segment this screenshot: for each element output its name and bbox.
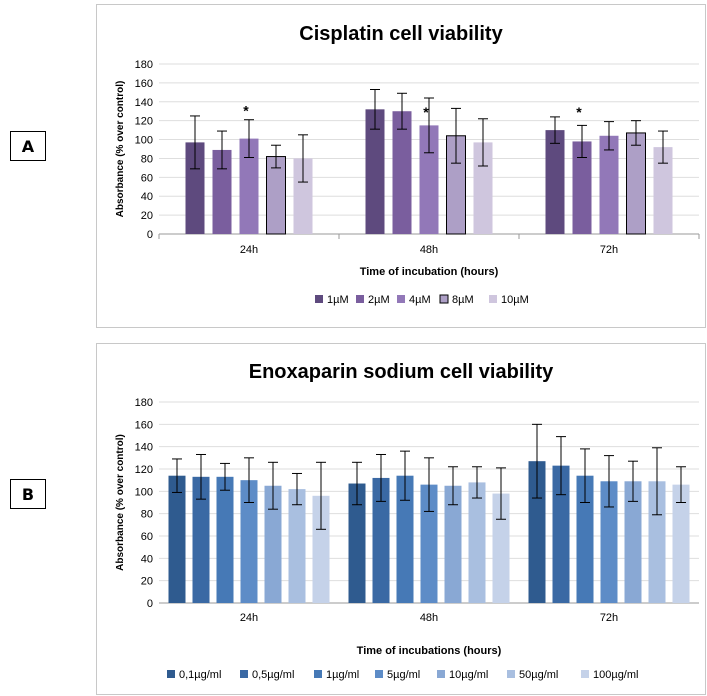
y-tick-label: 100: [135, 486, 153, 498]
x-tick-label: 48h: [420, 612, 438, 624]
bar: [545, 130, 565, 234]
y-tick-label: 160: [135, 419, 153, 431]
y-tick-label: 120: [135, 116, 153, 128]
y-tick-label: 140: [135, 97, 153, 109]
significance-asterisk: *: [423, 104, 429, 120]
significance-asterisk: *: [576, 104, 582, 120]
bar: [239, 138, 259, 234]
bar: [648, 481, 666, 603]
chart-title: Enoxaparin sodium cell viability: [249, 361, 554, 383]
panel-label-a: A: [10, 131, 46, 161]
y-tick-label: 20: [141, 210, 153, 222]
y-tick-label: 80: [141, 153, 153, 165]
bar: [672, 484, 690, 603]
bar: [392, 111, 412, 234]
cisplatin-chart: Cisplatin cell viability 0 20 40 60 80 100 120 1…: [96, 4, 706, 328]
legend-swatch: [439, 294, 449, 304]
legend-label: 10µg/ml: [449, 669, 488, 681]
legend-label: 50µg/ml: [519, 669, 558, 681]
legend-label: 4µM: [409, 294, 431, 306]
x-tick-label: 48h: [420, 244, 438, 256]
legend-swatch: [240, 670, 248, 678]
legend-label: 100µg/ml: [593, 669, 638, 681]
bar: [365, 109, 385, 234]
bar: [212, 149, 232, 234]
legend-label: 8µM: [452, 294, 474, 306]
legend-label: 0,5µg/ml: [252, 669, 294, 681]
bar: [312, 495, 330, 603]
legend-label: 0,1µg/ml: [179, 669, 221, 681]
legend-swatch: [507, 670, 515, 678]
y-tick-label: 180: [135, 59, 153, 71]
x-tick-label: 24h: [240, 244, 258, 256]
y-tick-label: 60: [141, 531, 153, 543]
bar: [420, 484, 438, 603]
bar: [396, 475, 414, 603]
x-tick-label: 72h: [600, 244, 618, 256]
legend-label: 1µg/ml: [326, 669, 359, 681]
bar: [599, 135, 619, 234]
x-axis-label: Time of incubation (hours): [360, 266, 499, 278]
y-tick-label: 60: [141, 172, 153, 184]
legend-swatch: [356, 295, 364, 303]
bar: [185, 142, 205, 234]
x-tick-label: 72h: [600, 612, 618, 624]
bar: [653, 147, 673, 234]
y-tick-label: 120: [135, 464, 153, 476]
bar: [288, 489, 306, 603]
legend-swatch: [167, 670, 175, 678]
bar: [168, 475, 186, 603]
y-tick-label: 0: [147, 598, 153, 610]
y-axis-label: Absorbance (% over control): [115, 434, 126, 571]
significance-asterisk: *: [243, 102, 249, 118]
legend-label: 2µM: [368, 294, 390, 306]
y-tick-label: 140: [135, 442, 153, 454]
bar: [216, 476, 234, 603]
y-tick-label: 40: [141, 553, 153, 565]
y-tick-label: 0: [147, 229, 153, 241]
y-tick-label: 20: [141, 576, 153, 588]
x-axis-label: Time of incubations (hours): [357, 645, 502, 657]
y-tick-label: 80: [141, 509, 153, 521]
y-axis-label: Absorbance (% over control): [115, 81, 126, 218]
legend-swatch: [397, 295, 405, 303]
enoxaparin-chart-svg: Enoxaparin sodium cell viability 0 20 40 60 8…: [115, 361, 699, 681]
bar: [372, 477, 390, 603]
legend-label: 10µM: [501, 294, 529, 306]
cisplatin-chart-svg: Cisplatin cell viability 0 20 40 60 80 100 120 1…: [115, 23, 700, 306]
panel-label-b: B: [10, 479, 46, 509]
bar: [576, 475, 594, 603]
legend-swatch: [437, 670, 445, 678]
bar: [572, 141, 592, 234]
bar: [626, 132, 646, 235]
x-tick-label: 24h: [240, 612, 258, 624]
bar: [192, 476, 210, 603]
legend-swatch: [315, 295, 323, 303]
y-tick-label: 40: [141, 191, 153, 203]
bar: [600, 481, 618, 603]
bar: [624, 481, 642, 603]
y-tick-label: 160: [135, 78, 153, 90]
enoxaparin-chart: Enoxaparin sodium cell viability 0 20 40 60 8…: [96, 343, 706, 695]
legend-label: 1µM: [327, 294, 349, 306]
chart-title: Cisplatin cell viability: [299, 23, 503, 45]
legend-swatch: [314, 670, 322, 678]
bar: [264, 485, 282, 603]
y-tick-label: 180: [135, 397, 153, 409]
bar: [473, 142, 493, 234]
bar: [552, 465, 570, 603]
legend-label: 5µg/ml: [387, 669, 420, 681]
y-tick-label: 100: [135, 135, 153, 147]
bar: [293, 158, 313, 234]
legend-swatch: [375, 670, 383, 678]
bar: [444, 485, 462, 603]
legend-swatch: [581, 670, 589, 678]
bar: [492, 493, 510, 603]
legend-swatch: [489, 295, 497, 303]
bar: [468, 482, 486, 603]
bar: [240, 480, 258, 603]
bar: [528, 461, 546, 603]
bar: [348, 483, 366, 603]
